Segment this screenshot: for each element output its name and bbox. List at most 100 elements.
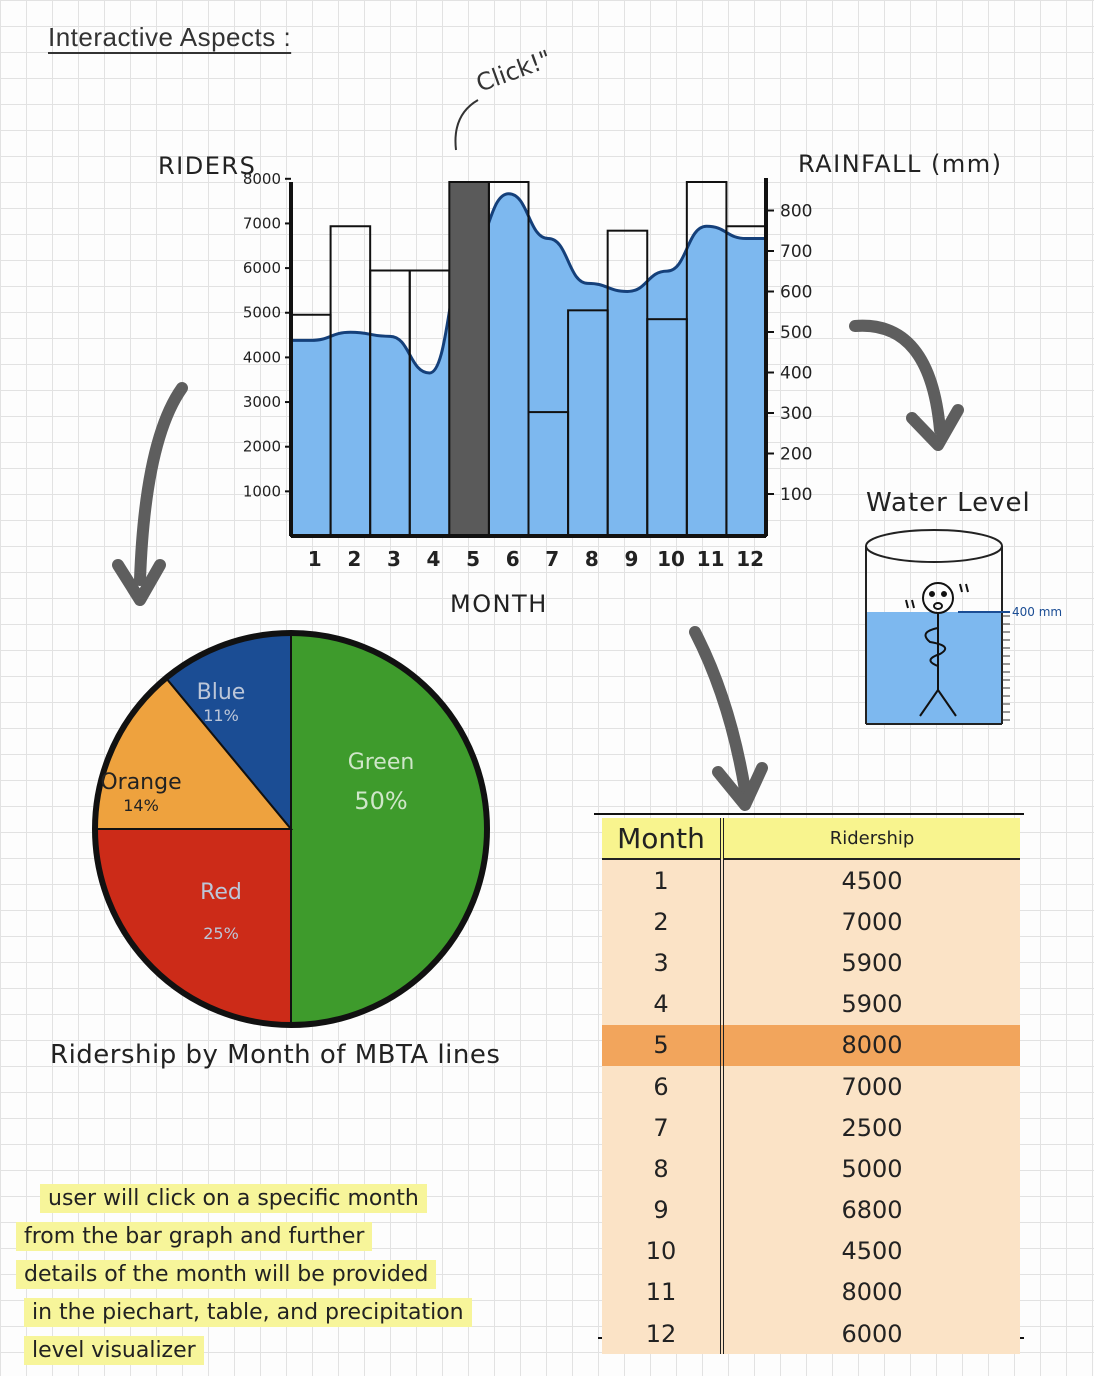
click-pointer-line <box>454 99 479 151</box>
pie-label-percent: 50% <box>354 787 407 815</box>
right-tick-label: 400 <box>780 364 812 384</box>
stick-figure-icon <box>905 582 969 717</box>
ridership-cell: 8000 <box>722 1024 1020 1066</box>
x-tick-label: 3 <box>387 547 401 571</box>
rainfall-line <box>291 192 766 375</box>
left-tick-label: 8000 <box>243 170 281 188</box>
table-row: 10 4500 <box>602 1230 1020 1272</box>
x-tick-label: 9 <box>624 547 638 571</box>
ridership-table-panel: Month Ridership 1 4500 2 7000 3 5900 4 5900 5 800… <box>594 812 1024 1355</box>
month-column-header: Month <box>602 818 724 860</box>
arrows-layer <box>112 319 964 811</box>
right-tick-label: 200 <box>780 445 812 465</box>
x-tick-label: 6 <box>506 547 520 571</box>
ridership-cell: 6800 <box>722 1189 1020 1231</box>
month-cell: 7 <box>602 1107 724 1149</box>
pie-caption: Ridership by Month of MBTA lines <box>50 1040 501 1070</box>
month-cell: 2 <box>602 901 724 943</box>
left-tick-label: 6000 <box>243 259 281 277</box>
y-axis-left-label: RIDERS <box>158 152 257 180</box>
left-tick-label: 7000 <box>243 214 281 232</box>
note-line: from the bar graph and further <box>16 1222 373 1251</box>
cylinder-top <box>865 529 1003 563</box>
x-tick-label: 10 <box>657 547 685 571</box>
pie-slice-green <box>290 631 488 1027</box>
x-tick-label: 12 <box>736 547 764 571</box>
note-line: in the piechart, table, and precipitatio… <box>24 1298 472 1327</box>
arrow-to-pie-head <box>112 559 166 606</box>
pie-label-name: Orange <box>100 770 181 795</box>
arrow-to-water-head <box>906 404 964 451</box>
ridership-cell: 5900 <box>722 983 1020 1025</box>
description-note: user will click on a specific month from … <box>16 1180 516 1370</box>
pie-label-percent: 25% <box>203 924 239 943</box>
x-axis-label: MONTH <box>450 590 548 618</box>
left-tick-label: 2000 <box>243 438 281 456</box>
month-cell: 11 <box>602 1271 724 1314</box>
table-header-row: Month Ridership <box>602 818 1020 860</box>
page-title: Interactive Aspects : <box>48 22 292 52</box>
y-axis-right-label: RAINFALL (mm) <box>798 150 1003 178</box>
note-line: details of the month will be provided <box>16 1260 437 1289</box>
table-row: 11 8000 <box>602 1271 1020 1314</box>
water-level-value: 400 mm <box>1012 605 1062 619</box>
right-tick-label: 300 <box>780 404 812 424</box>
month-cell: 1 <box>602 859 724 902</box>
ridership-cell: 5900 <box>722 942 1020 984</box>
left-tick-label: 1000 <box>243 482 281 500</box>
ridership-column-header: Ridership <box>722 818 1020 860</box>
pie-label-percent: 11% <box>203 706 239 725</box>
pie-label-name: Red <box>200 880 242 905</box>
x-tick-label: 2 <box>347 547 361 571</box>
combo-chart: 1000 2000 3000 4000 5000 6000 7000 8000 100 200 30… <box>243 45 813 571</box>
right-tick-label: 600 <box>780 283 812 303</box>
ridership-cell: 2500 <box>722 1107 1020 1149</box>
table-row: 5 8000 <box>602 1024 1020 1066</box>
table-row: 7 2500 <box>602 1107 1020 1149</box>
ridership-cell: 4500 <box>722 859 1020 902</box>
table-row: 4 5900 <box>602 983 1020 1025</box>
ridership-cell: 8000 <box>722 1271 1020 1314</box>
month-cell: 9 <box>602 1189 724 1231</box>
ridership-cell: 4500 <box>722 1230 1020 1272</box>
pie-label-name: Blue <box>197 680 246 705</box>
ridership-cell: 6000 <box>722 1313 1020 1355</box>
table-row: 12 6000 <box>602 1313 1020 1355</box>
ridership-table: Month Ridership 1 4500 2 7000 3 5900 4 5900 5 800… <box>602 818 1020 1355</box>
right-tick-label: 700 <box>780 242 812 262</box>
arrow-to-table-head <box>712 762 768 811</box>
month-cell: 6 <box>602 1065 724 1108</box>
water-scale-ticks <box>1002 615 1010 721</box>
right-tick-label: 800 <box>780 202 812 222</box>
month-cell: 8 <box>602 1148 724 1190</box>
water-level-title: Water Level <box>866 488 1031 518</box>
left-tick-label: 4000 <box>243 348 281 366</box>
x-tick-label: 8 <box>585 547 599 571</box>
month-cell: 10 <box>602 1230 724 1272</box>
arrow-to-table <box>689 626 751 796</box>
table-row: 3 5900 <box>602 942 1020 984</box>
chart-axes-layer <box>289 178 768 538</box>
pie-label-percent: 14% <box>123 796 159 815</box>
water-fill <box>866 612 1002 724</box>
table-row: 6 7000 <box>602 1065 1020 1108</box>
table-row: 8 5000 <box>602 1148 1020 1190</box>
month-cell: 3 <box>602 942 724 984</box>
x-tick-label: 7 <box>545 547 559 571</box>
left-tick-label: 5000 <box>243 304 281 322</box>
month-cell: 4 <box>602 983 724 1025</box>
x-tick-label: 4 <box>427 547 441 571</box>
month-cell: 5 <box>602 1024 724 1066</box>
left-tick-label: 3000 <box>243 393 281 411</box>
x-tick-label: 1 <box>308 547 322 571</box>
arrow-to-water <box>849 319 946 436</box>
ridership-cell: 5000 <box>722 1148 1020 1190</box>
table-row: 9 6800 <box>602 1189 1020 1231</box>
month-cell: 12 <box>602 1313 724 1355</box>
table-row: 2 7000 <box>602 901 1020 943</box>
right-tick-label: 100 <box>780 485 812 505</box>
ridership-cell: 7000 <box>722 901 1020 943</box>
ridership-cell: 7000 <box>722 1065 1020 1108</box>
pie-label-name: Green <box>348 750 415 775</box>
